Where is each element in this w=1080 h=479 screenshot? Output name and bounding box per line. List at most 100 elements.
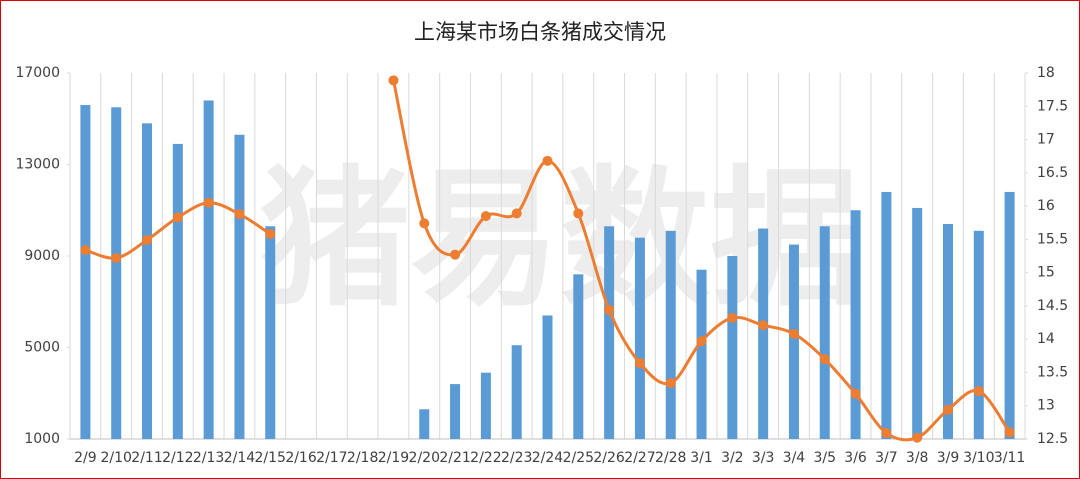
line-marker (881, 428, 892, 439)
bar (758, 228, 769, 439)
bar (234, 134, 245, 439)
chart-title: 上海某市场白条猪成交情况 (414, 20, 666, 44)
x-tick-label: 2/26 (593, 450, 625, 466)
y2-tick-label: 15 (1037, 265, 1055, 281)
y2-tick-label: 14.5 (1037, 298, 1068, 314)
x-tick-label: 3/2 (721, 450, 744, 466)
bar (604, 226, 615, 439)
x-tick-label: 2/25 (563, 450, 594, 466)
x-tick-label: 2/10 (100, 450, 131, 466)
line-marker (542, 155, 553, 166)
line-marker (758, 320, 769, 331)
line-marker (665, 378, 676, 389)
x-tick-label: 2/24 (532, 450, 564, 466)
y-tick-label: 1000 (24, 431, 60, 447)
x-tick-label: 2/17 (316, 450, 347, 466)
line-marker (480, 211, 491, 222)
line-marker (265, 229, 276, 240)
bar (665, 230, 676, 439)
x-tick-label: 3/6 (844, 450, 867, 466)
line-marker (511, 208, 522, 219)
line-marker (850, 388, 861, 399)
y2-tick-label: 16.5 (1037, 165, 1068, 181)
x-tick-label: 2/19 (378, 450, 409, 466)
line-marker (1004, 427, 1015, 438)
bar (480, 372, 491, 439)
line-marker (80, 245, 91, 256)
bar (912, 207, 923, 439)
y2-tick-label: 12.5 (1037, 431, 1068, 447)
y-tick-label: 5000 (24, 340, 60, 356)
line-marker (973, 386, 984, 397)
line-marker (912, 432, 923, 443)
bar (142, 123, 153, 439)
line-marker (234, 209, 245, 220)
bar (634, 237, 645, 439)
x-tick-label: 2/12 (162, 450, 193, 466)
line-marker (788, 328, 799, 339)
bar (1004, 191, 1015, 439)
bar (788, 244, 799, 439)
line-marker (142, 235, 153, 246)
line-marker (388, 75, 399, 86)
x-tick-label: 3/4 (783, 450, 806, 466)
x-tick-label: 3/1 (690, 450, 713, 466)
y2-tick-label: 15.5 (1037, 231, 1068, 247)
line-marker (111, 252, 122, 263)
bar (727, 256, 738, 439)
bar (511, 345, 522, 439)
y2-tick-label: 17.5 (1037, 98, 1068, 114)
y2-tick-label: 14 (1037, 331, 1055, 347)
bar (450, 384, 461, 439)
y-tick-label: 13000 (15, 157, 60, 173)
x-tick-label: 2/11 (131, 450, 162, 466)
line-marker (450, 249, 461, 260)
line-marker (604, 304, 615, 315)
line-marker (634, 358, 645, 369)
x-tick-label: 2/22 (470, 450, 501, 466)
bar (542, 315, 553, 439)
line-marker (172, 212, 183, 223)
bar (203, 100, 214, 439)
bar (850, 210, 861, 439)
bar (942, 223, 953, 439)
bar (573, 274, 584, 439)
y2-tick-label: 13 (1037, 398, 1055, 414)
x-tick-label: 2/16 (285, 450, 317, 466)
bar (881, 191, 892, 439)
bar (696, 269, 707, 439)
line-marker (419, 218, 430, 229)
bar (819, 226, 830, 439)
y-tick-label: 9000 (24, 248, 60, 264)
x-tick-label: 3/5 (813, 450, 836, 466)
x-tick-label: 2/27 (624, 450, 655, 466)
line-marker (573, 208, 584, 219)
line-marker (819, 354, 830, 365)
x-tick-label: 2/15 (255, 450, 286, 466)
y-tick-label: 17000 (15, 65, 60, 81)
y2-tick-label: 13.5 (1037, 364, 1068, 380)
x-tick-label: 3/3 (752, 450, 775, 466)
bar (973, 230, 984, 439)
x-tick-label: 2/23 (501, 450, 532, 466)
line-marker (696, 336, 707, 347)
x-tick-label: 3/10 (963, 450, 994, 466)
line-marker (942, 404, 953, 415)
line-marker (727, 312, 738, 323)
x-tick-label: 3/7 (875, 450, 898, 466)
line-marker (203, 197, 214, 208)
x-tick-label: 2/20 (409, 450, 440, 466)
y2-tick-label: 16 (1037, 198, 1055, 214)
x-tick-label: 2/18 (347, 450, 378, 466)
x-tick-label: 3/8 (906, 450, 929, 466)
bar (80, 105, 91, 440)
bar (419, 409, 430, 439)
x-tick-label: 2/9 (74, 450, 97, 466)
y2-tick-label: 17 (1037, 132, 1055, 148)
bar (172, 143, 183, 439)
x-tick-label: 2/14 (224, 450, 256, 466)
x-tick-label: 2/28 (655, 450, 686, 466)
x-tick-label: 2/21 (439, 450, 470, 466)
watermark: 猪易数据 (260, 153, 860, 327)
